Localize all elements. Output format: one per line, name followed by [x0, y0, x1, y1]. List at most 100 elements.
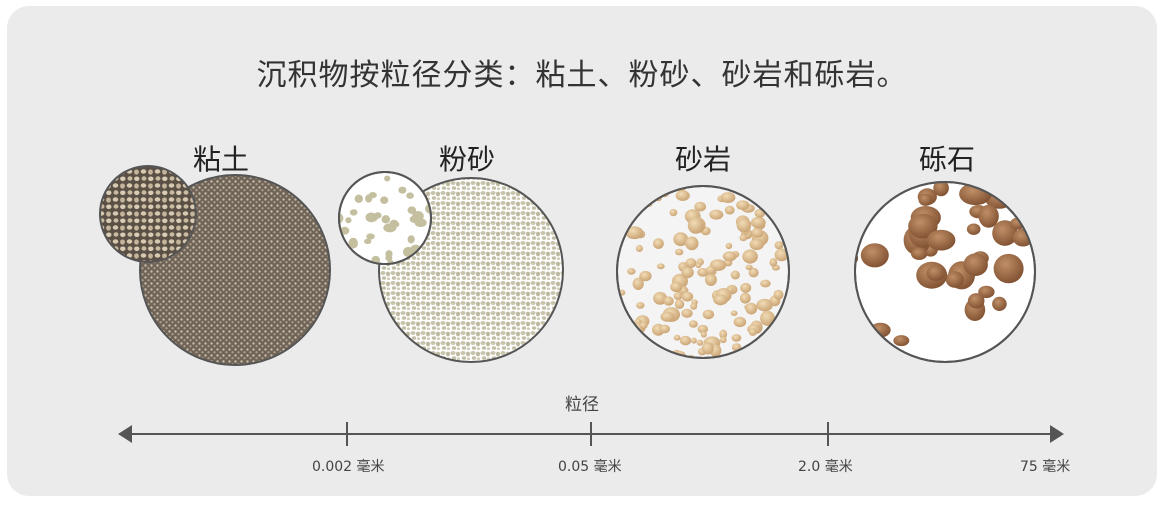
axis-arrow-right	[1050, 425, 1064, 443]
gravel-grain	[967, 293, 985, 309]
silt-grain	[381, 215, 391, 224]
gravel-grain	[855, 259, 856, 274]
gravel-grain	[860, 243, 889, 268]
tick-label-0.05: 0.05 毫米	[558, 459, 622, 475]
sand-grain	[769, 258, 778, 267]
silt-grain	[392, 221, 400, 228]
gravel-grain	[908, 213, 938, 239]
sand-grain	[659, 324, 670, 334]
sand-grain	[724, 205, 735, 215]
clay-zoom-circle	[99, 165, 197, 263]
silt-grain	[365, 194, 373, 203]
tick-label-0.002: 0.002 毫米	[312, 459, 385, 475]
axis-label: 粒径	[565, 395, 599, 415]
tick-label-75: 75 毫米	[1020, 459, 1071, 475]
sand-grain	[719, 329, 728, 339]
silt-grain	[370, 215, 378, 222]
sand-grain	[639, 322, 648, 329]
gravel-grain	[926, 229, 956, 251]
sand-grain	[749, 238, 764, 251]
sand-grain	[742, 249, 758, 264]
sand-grain	[685, 258, 697, 269]
label-clay: 粘土	[192, 143, 249, 176]
sand-grain	[745, 264, 753, 270]
axis-arrow-left	[118, 425, 132, 443]
sand-grain	[635, 244, 643, 253]
sand-grain	[625, 226, 644, 240]
sand-grain	[673, 334, 681, 341]
sand-grain	[731, 334, 742, 342]
sand-grain	[709, 209, 724, 220]
sand-grain	[675, 248, 684, 256]
silt-grain	[380, 196, 389, 204]
label-gravel: 砾石	[918, 143, 975, 176]
gravel-grain	[893, 335, 910, 347]
sand-grain	[679, 335, 692, 346]
silt-grain	[425, 203, 431, 214]
silt-grain	[366, 233, 375, 240]
sand-grain	[736, 200, 750, 211]
silt-grain	[398, 186, 407, 194]
sand-grain	[739, 234, 748, 242]
sand-grain	[774, 248, 789, 262]
sand-grain	[720, 192, 736, 203]
gravel-grain	[978, 285, 995, 299]
sand-grain	[748, 328, 757, 336]
silt-grain	[339, 213, 344, 224]
tick-label-2.0: 2.0 毫米	[798, 459, 853, 475]
gravel-grain	[918, 193, 933, 206]
sand-grain	[739, 292, 751, 304]
sand-grain	[750, 216, 766, 229]
silt-grain	[385, 250, 393, 258]
page-title: 沉积物按粒径分类：粘土、粉砂、砂岩和砾岩。	[256, 58, 908, 93]
sand-grain	[774, 241, 784, 250]
silt-grain	[414, 218, 427, 228]
sand-grain	[730, 310, 738, 317]
gravel-grain	[926, 265, 945, 281]
sand-grain	[627, 268, 636, 275]
sand-grain	[713, 294, 728, 306]
sand-grain	[670, 281, 683, 293]
sand-grain	[687, 217, 704, 234]
sand-grain	[760, 310, 775, 326]
silt-grain	[403, 246, 414, 258]
sand-grain	[719, 336, 727, 344]
sand-grain	[673, 292, 683, 300]
sand-grain	[702, 309, 715, 320]
sand-grain	[663, 296, 674, 306]
silt-grain	[340, 226, 350, 235]
label-silt: 粉砂	[438, 143, 495, 176]
sand-grain	[690, 302, 698, 310]
silt-grain	[348, 237, 359, 249]
gravel-grain	[911, 247, 928, 260]
gravel-grain	[959, 182, 992, 206]
sand-grain	[760, 279, 771, 288]
sand-grain	[660, 311, 675, 322]
sand-grain	[681, 308, 693, 318]
silt-grain	[407, 235, 415, 244]
silt-grain	[407, 206, 417, 214]
silt-grain	[364, 238, 372, 244]
sand-grain	[733, 316, 747, 328]
sand-grain	[669, 209, 678, 217]
sand-grain	[685, 236, 699, 251]
sand-grain	[740, 282, 752, 293]
gravel-grain	[966, 223, 981, 235]
sand-grain	[656, 263, 665, 270]
sand-grain	[674, 299, 685, 310]
sand-grain	[745, 302, 758, 315]
sand-grain	[725, 242, 733, 250]
silt-grain	[354, 194, 363, 203]
sand-grain	[691, 337, 697, 344]
silt-grain	[349, 209, 358, 216]
sand-grain	[673, 232, 689, 247]
gravel-grain	[993, 253, 1024, 284]
sand-grain	[722, 251, 737, 262]
gravel-grain	[992, 296, 1007, 311]
sand-grain	[701, 342, 714, 355]
sand-grain	[705, 266, 716, 275]
sand-grain	[653, 238, 664, 250]
sand-grain	[681, 266, 694, 279]
label-sand: 砂岩	[674, 143, 731, 176]
